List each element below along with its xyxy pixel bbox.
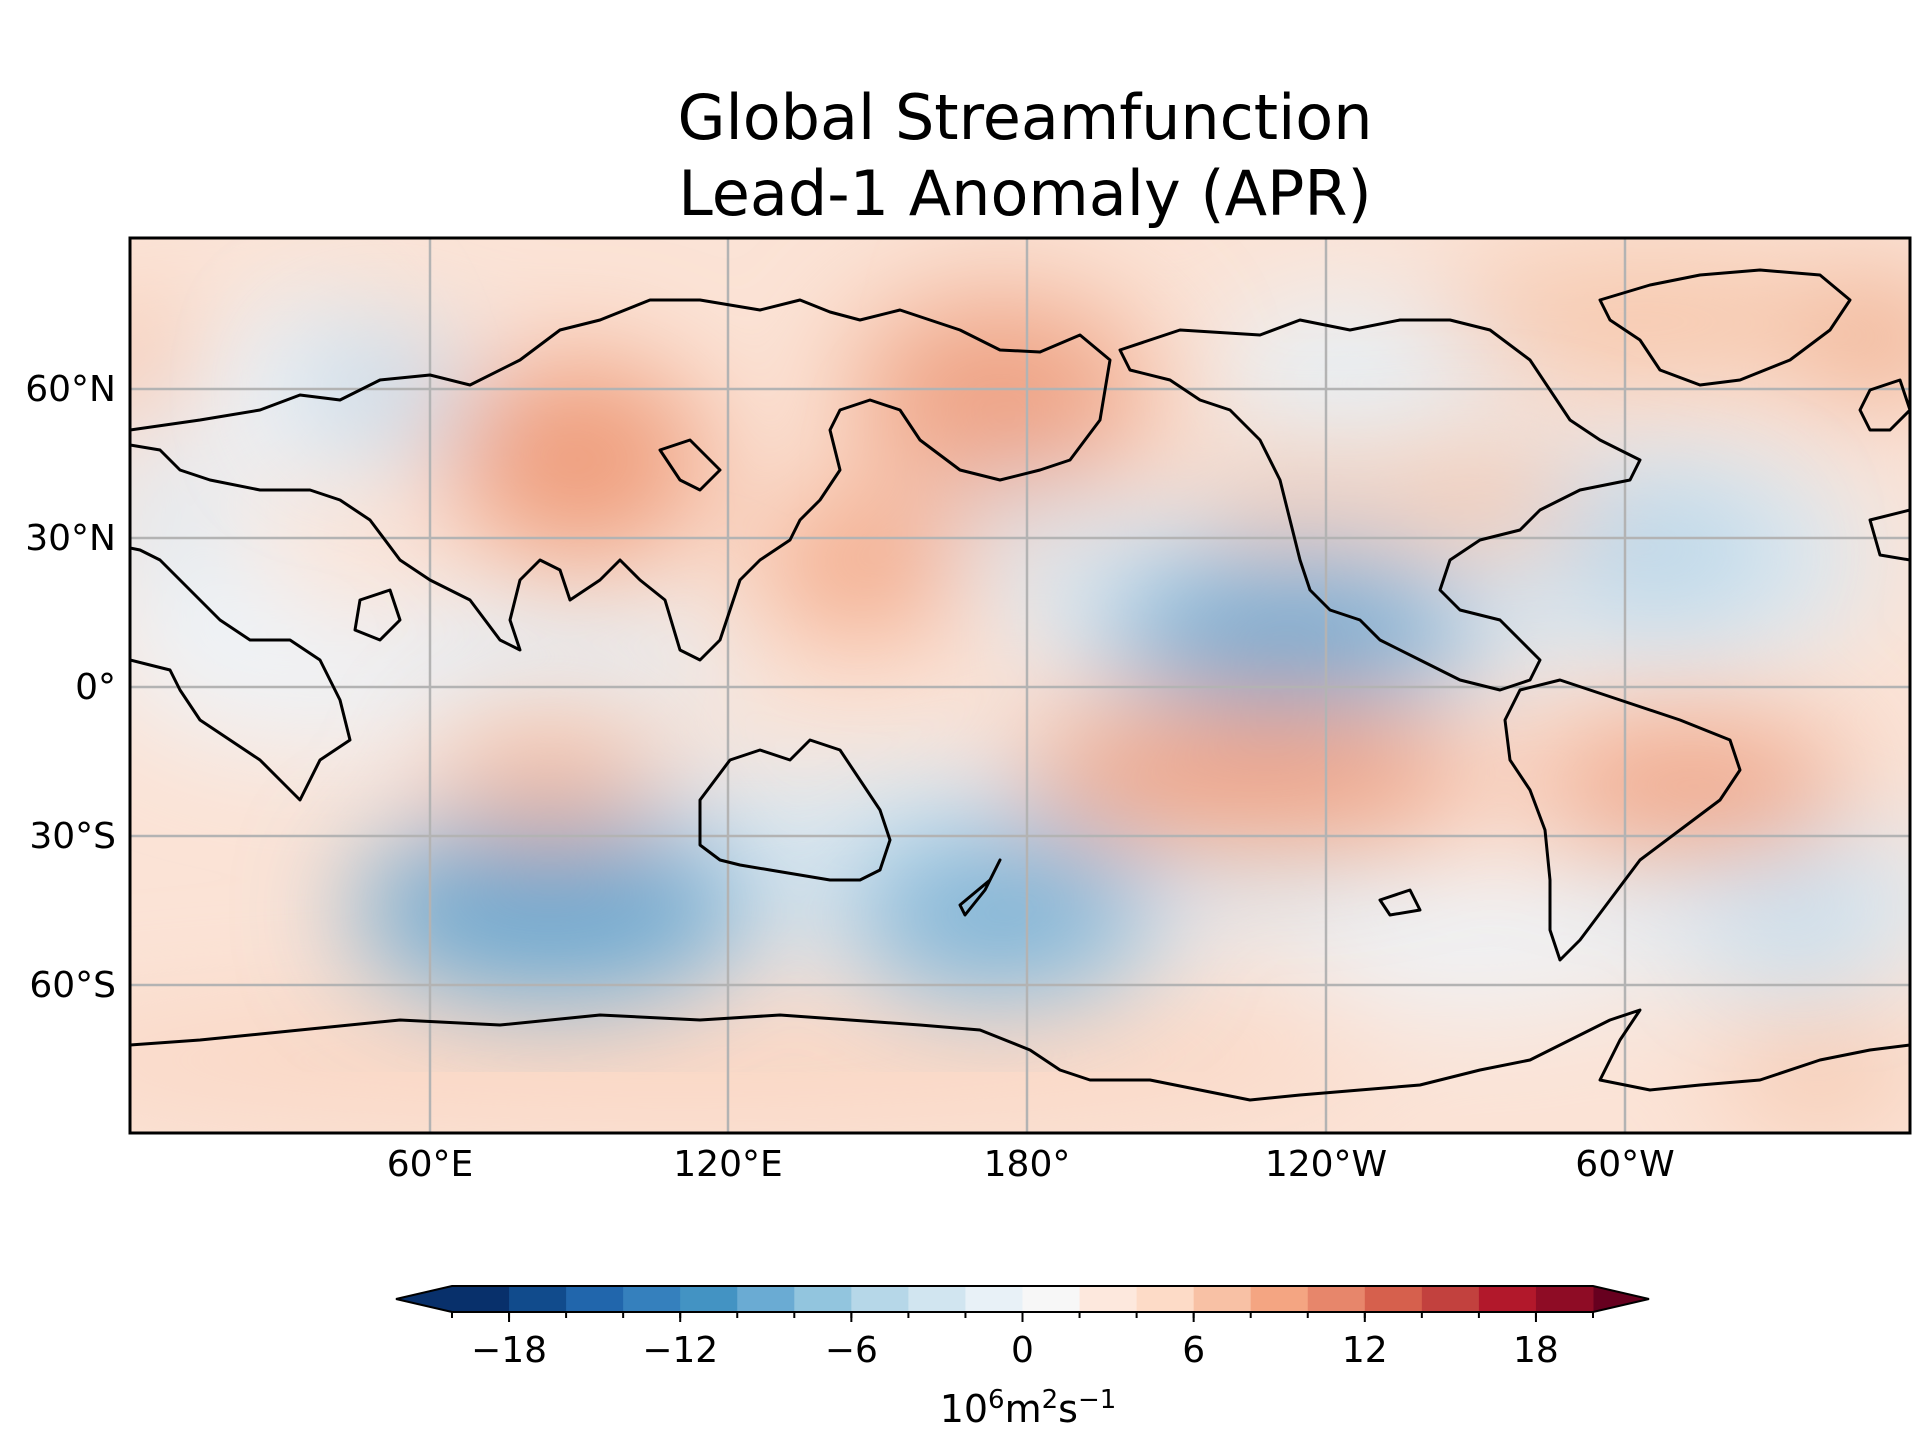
chart-title: Global Streamfunction Lead-1 Anomaly (AP… (0, 80, 1920, 232)
map-frame (128, 236, 1912, 1135)
coastlines (130, 268, 1910, 1102)
colorbar-extend-min (396, 1286, 452, 1312)
gridlines (130, 238, 1910, 1133)
colorbar-bin (1136, 1286, 1195, 1312)
colorbar-bin (452, 1286, 510, 1312)
colorbar-tick-label: 6 (1182, 1330, 1205, 1371)
colorbar-bin (1022, 1286, 1081, 1312)
colorbar-bin (1421, 1286, 1480, 1312)
colorbar-bin (1193, 1286, 1252, 1312)
title-line-1: Global Streamfunction (677, 81, 1373, 154)
colorbar-bin (1478, 1286, 1537, 1312)
colorbar-tick-label: 0 (1011, 1330, 1034, 1371)
lat-axis: 60°N 30°N 0° 30°S 60°S (25, 369, 116, 1006)
colorbar-bin (623, 1286, 681, 1312)
colorbar-bin (908, 1286, 966, 1312)
colorbar-tick-label: −18 (471, 1330, 547, 1371)
colorbar-ticks: −18 −12 −6 0 6 12 18 (451, 1312, 1594, 1371)
lon-axis: 60°E 120°E 180° 120°W 60°W (387, 1144, 1675, 1185)
lon-tick-label: 60°W (1575, 1144, 1674, 1185)
colorbar-bin (965, 1286, 1023, 1312)
lat-tick-label: 60°S (29, 965, 116, 1006)
colorbar-bin (1307, 1286, 1366, 1312)
colorbar-bin (1364, 1286, 1423, 1312)
colorbar-extend-max (1593, 1286, 1649, 1312)
lat-tick-label: 30°S (29, 816, 116, 857)
anomaly-field-core (290, 280, 1870, 1000)
colorbar-tick-label: 12 (1342, 1330, 1388, 1371)
colorbar-bin (1535, 1286, 1594, 1312)
colorbar-bin (1079, 1286, 1138, 1312)
lon-tick-label: 120°E (673, 1144, 782, 1185)
colorbar-bin (794, 1286, 852, 1312)
colorbar-bin (1250, 1286, 1309, 1312)
colorbar-tick-label: −12 (642, 1330, 718, 1371)
colorbar (395, 1285, 1650, 1313)
colorbar-tick-label: 18 (1513, 1330, 1559, 1371)
colorbar-bin (851, 1286, 909, 1312)
lat-tick-label: 60°N (25, 369, 116, 410)
colorbar-bin (680, 1286, 738, 1312)
title-line-2: Lead-1 Anomaly (APR) (678, 157, 1372, 230)
lon-tick-label: 120°W (1265, 1144, 1387, 1185)
colorbar-tick-label: −6 (825, 1330, 878, 1371)
lat-tick-label: 0° (75, 667, 116, 708)
colorbar-bin (737, 1286, 795, 1312)
lat-tick-label: 30°N (25, 518, 116, 559)
colorbar-label: 106m2s−1 (940, 1385, 1117, 1431)
map-panel (130, 238, 1910, 1133)
lon-tick-label: 60°E (387, 1144, 474, 1185)
colorbar-bin (509, 1286, 567, 1312)
colorbar-bin (566, 1286, 624, 1312)
lon-tick-label: 180° (984, 1144, 1071, 1185)
